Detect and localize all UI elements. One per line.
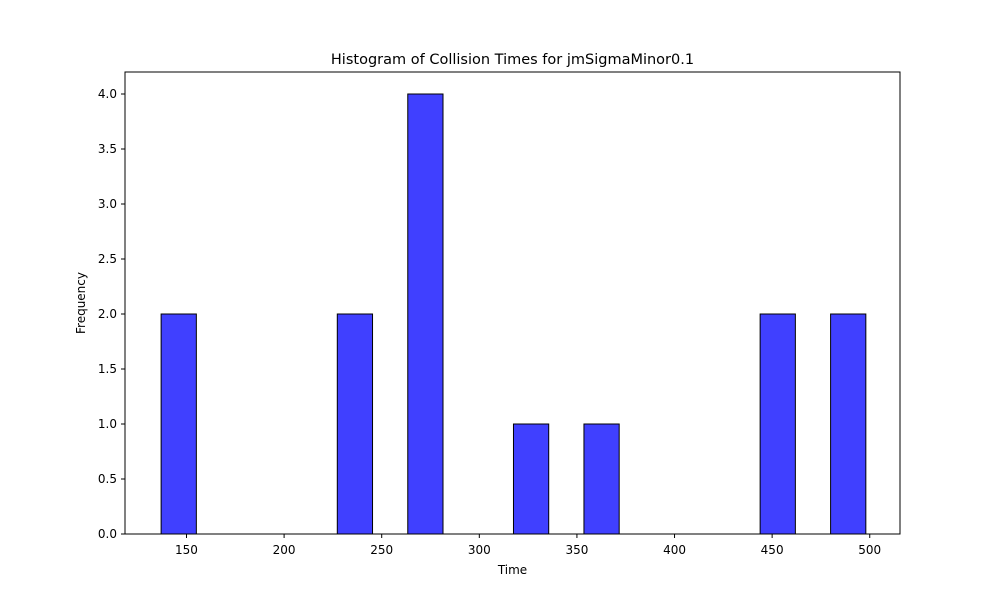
chart-title: Histogram of Collision Times for jmSigma… (331, 52, 694, 68)
x-axis-title: Time (497, 563, 527, 577)
x-tick-label: 400 (663, 543, 686, 557)
x-tick-label: 450 (761, 543, 784, 557)
y-tick-label: 4.0 (98, 87, 117, 101)
histogram-bar (830, 313, 867, 535)
y-tick-label: 2.5 (98, 252, 117, 266)
bars-group (160, 93, 867, 535)
y-tick-label: 0.5 (98, 472, 117, 486)
plot-frame (124, 71, 901, 535)
histogram-bar (407, 93, 444, 535)
x-axis: 150 200 250 300 350 400 450 500 (175, 534, 881, 557)
y-tick-label: 1.0 (98, 417, 117, 431)
y-tick-label: 1.5 (98, 362, 117, 376)
x-tick-label: 300 (468, 543, 491, 557)
y-axis-title: Frequency (74, 272, 88, 334)
y-tick-label: 3.5 (98, 142, 117, 156)
x-tick-label: 350 (565, 543, 588, 557)
y-tick-label: 0.0 (98, 527, 117, 541)
y-axis: 0.0 0.5 1.0 1.5 2.0 2.5 3.0 3.5 4.0 (98, 87, 125, 541)
y-tick-label: 2.0 (98, 307, 117, 321)
histogram-bar (583, 423, 620, 535)
x-tick-label: 250 (370, 543, 393, 557)
y-tick-label: 3.0 (98, 197, 117, 211)
histogram-bar (512, 423, 550, 535)
x-tick-label: 200 (273, 543, 296, 557)
histogram-bar (336, 313, 374, 535)
x-tick-label: 500 (858, 543, 881, 557)
histogram-bar (759, 313, 796, 535)
histogram-bar (160, 313, 197, 535)
x-tick-label: 150 (175, 543, 198, 557)
